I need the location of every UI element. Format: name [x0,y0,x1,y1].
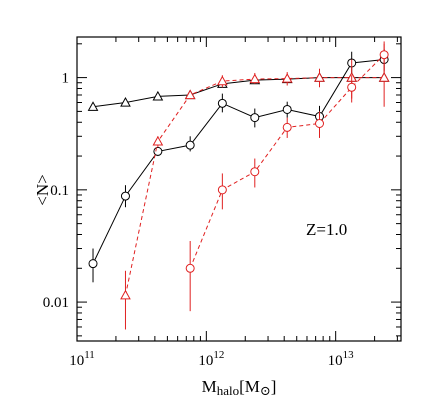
data-point-circle [282,104,292,114]
data-point-triangle [281,73,293,83]
data-point-circle [282,122,292,132]
data-point-circle [315,118,325,128]
y-tick-label: 0.1 [50,183,69,199]
series-0 [87,72,390,111]
x-axis-label-unit: [M [239,377,260,396]
data-point-circle [217,98,227,108]
data-point-circle [88,259,98,269]
series-line [92,58,385,264]
data-point-circle [347,82,357,92]
series-2 [120,43,390,330]
data-point-triangle [249,73,261,84]
data-point-circle [250,167,260,177]
data-point-circle [250,113,260,123]
data-point-triangle [184,89,196,100]
data-point-circle [185,263,195,273]
series-layer [87,41,390,330]
axis-ticks [76,37,401,341]
y-axis-label: <N> [33,174,52,205]
data-point-circle [379,50,389,60]
data-point-triangle [120,96,131,107]
x-tick-label: 1013 [328,349,355,369]
x-axis-label-sub: halo [217,383,239,398]
data-point-triangle [378,72,390,82]
series-line [92,77,385,108]
data-point-circle [217,185,227,195]
y-tick-label: 0.01 [43,295,69,311]
x-axis-label-unit-sub: ⊙ [260,383,271,398]
data-point-triangle [120,289,131,300]
data-point-circle [153,146,163,156]
series-3 [185,41,389,312]
x-axis-label: Mhalo[M⊙] [202,377,277,398]
x-tick-label: 1011 [69,349,95,369]
x-tick-label: 1012 [198,349,224,369]
series-1 [88,48,389,283]
data-point-triangle [314,72,325,82]
data-point-circle [185,140,195,150]
annotation-redshift: Z=1.0 [306,220,347,239]
x-axis-label-close: ] [271,377,277,396]
data-point-circle [120,191,130,201]
data-point-triangle [87,101,99,111]
plot-frame [76,36,402,342]
data-point-triangle [217,75,228,86]
y-tick-label: 1 [62,71,70,87]
data-point-triangle [152,135,164,146]
x-axis-label-main: M [202,377,217,396]
tick-labels: 1011 1012 1013 0.01 0.1 1 [43,71,354,369]
data-point-triangle [152,90,164,101]
